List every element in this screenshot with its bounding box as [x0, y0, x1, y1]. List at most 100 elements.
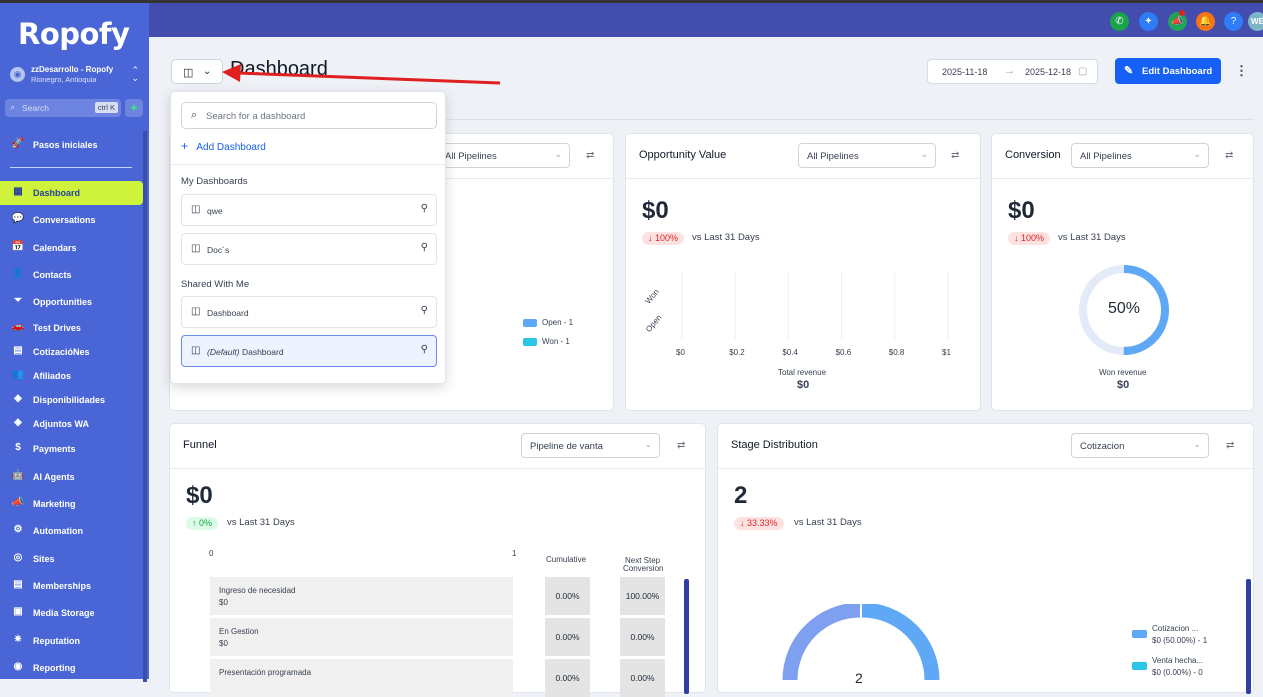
sidebar-item-payments[interactable]: $ Payments [0, 437, 143, 461]
announcement-icon[interactable]: 📣 [1168, 12, 1187, 31]
sidebar-item-label: Automation [33, 526, 83, 536]
star-icon: ✷ [13, 634, 23, 645]
help-icon[interactable]: ? [1224, 12, 1243, 31]
sidebar-search[interactable]: ⌕ Search ctrl K [5, 99, 121, 117]
settings-sliders-icon[interactable]: ⇄ [586, 150, 595, 161]
conversion-card: Conversion All Pipelines ⌄ ⇄ $0 ↓ 100% v… [991, 133, 1254, 411]
sidebar-item-cotizaci-nes[interactable]: ▤ CotizacióNes [0, 340, 143, 364]
sidebar-item-reputation[interactable]: ✷ Reputation [0, 629, 143, 653]
pipeline-select-value: All Pipelines [445, 151, 497, 162]
affiliates-icon: 👥 [11, 369, 25, 380]
sidebar-scrollbar[interactable] [143, 131, 147, 682]
card-title: Funnel [183, 439, 217, 451]
footer-value: $0 [797, 379, 810, 391]
pipeline-select[interactable]: Cotizacion ⌄ [1071, 433, 1209, 458]
dashboard-item-docs[interactable]: ◫ Doc´s ⚲ [181, 233, 437, 265]
sidebar-item-adjuntos-wa[interactable]: ◈ Adjuntos WA [0, 412, 143, 436]
pin-icon[interactable]: ⚲ [420, 203, 428, 214]
dashboard-selector[interactable]: ◫ ⌄ [171, 59, 223, 84]
sidebar-item-label: Contacts [33, 270, 72, 280]
settings-sliders-icon[interactable]: ⇄ [1225, 150, 1234, 161]
footer-label: Won revenue [1099, 368, 1147, 377]
legend-swatch [1132, 630, 1147, 638]
gauge-percent: 50% [1107, 300, 1141, 317]
pin-icon[interactable]: ⚲ [420, 344, 428, 355]
cumulative-cell: 0.00% [545, 659, 590, 697]
dashboard-item-default[interactable]: ◫ (Default) Dashboard ⚲ [181, 335, 437, 367]
sidebar-item-media-storage[interactable]: ▣ Media Storage [0, 601, 143, 625]
sidebar-item-label: Pasos iniciales [33, 140, 98, 150]
main-content: ◫ ⌄ Dashboard 2025-11-18 → 2025-12-18 ▢ … [149, 37, 1263, 697]
sidebar-item-label: Reputation [33, 636, 80, 646]
funnel-scrollbar[interactable] [684, 579, 689, 694]
comparison-label: vs Last 31 Days [1058, 232, 1126, 243]
pipeline-select-value: Pipeline de vanta [530, 441, 603, 452]
pin-icon[interactable]: ⚲ [420, 305, 428, 316]
pipeline-select[interactable]: All Pipelines ⌄ [436, 143, 570, 168]
phone-icon[interactable]: ✆ [1110, 12, 1129, 31]
settings-sliders-icon[interactable]: ⇄ [1226, 440, 1235, 451]
date-range-picker[interactable]: 2025-11-18 → 2025-12-18 ▢ [927, 59, 1098, 84]
sidebar-item-afiliados[interactable]: 👥 Afiliados [0, 364, 143, 388]
x-tick-label: $0 [676, 348, 685, 357]
change-badge: ↓ 100% [642, 232, 685, 245]
car-icon: 🚗 [11, 321, 25, 332]
dashboard-icon: ▦ [13, 186, 23, 197]
sidebar-item-label: Reporting [33, 663, 76, 673]
sidebar-item-memberships[interactable]: ▤ Memberships [0, 574, 143, 598]
dashboard-layout-icon: ◫ [191, 345, 201, 356]
sidebar-item-test-drives[interactable]: 🚗 Test Drives [0, 316, 143, 340]
dashboard-item-shared[interactable]: ◫ Dashboard ⚲ [181, 296, 437, 328]
pipeline-select[interactable]: Pipeline de vanta ⌄ [521, 433, 660, 458]
opportunity-bar-chart [681, 272, 949, 339]
settings-sliders-icon[interactable]: ⇄ [677, 440, 686, 451]
sidebar-item-conversations[interactable]: 💬 Conversations [0, 208, 143, 232]
add-dashboard-button[interactable]: + Add Dashboard [181, 139, 266, 153]
dashboard-search-input[interactable]: ⌕ Search for a dashboard [181, 102, 437, 129]
plus-icon: + [181, 139, 189, 153]
sparkle-icon[interactable]: ✦ [1139, 12, 1158, 31]
pipeline-select[interactable]: All Pipelines ⌄ [1071, 143, 1209, 168]
account-switcher[interactable]: ◉ zzDesarrollo - Ropofy Rionegro, Antioq… [8, 63, 143, 87]
dashboard-layout-icon: ◫ [191, 204, 201, 215]
bell-icon[interactable]: 🔔 [1196, 12, 1215, 31]
dollar-icon: $ [15, 442, 21, 453]
sidebar-item-contacts[interactable]: 👤 Contacts [0, 263, 143, 287]
sidebar-item-ai-agents[interactable]: 🤖 AI Agents [0, 465, 143, 489]
sidebar-item-opportunities[interactable]: ⏷ Opportunities [0, 290, 143, 314]
pipeline-select[interactable]: All Pipelines ⌄ [798, 143, 936, 168]
settings-sliders-icon[interactable]: ⇄ [951, 150, 960, 161]
sidebar-item-calendars[interactable]: 📅 Calendars [0, 236, 143, 260]
sidebar: Ropofy ◉ zzDesarrollo - Ropofy Rionegro,… [0, 0, 149, 682]
sidebar-item-pasos-iniciales[interactable]: 🚀 Pasos iniciales [0, 133, 143, 157]
sidebar-item-automation[interactable]: ⚙ Automation [0, 519, 143, 543]
sidebar-item-label: Media Storage [33, 608, 95, 618]
sidebar-item-reporting[interactable]: ◉ Reporting [0, 656, 143, 680]
change-badge: ↓ 33.33% [734, 517, 784, 530]
sidebar-item-sites[interactable]: ◎ Sites [0, 547, 143, 571]
col-next-step: Next Step [625, 556, 661, 565]
metric-value: $0 [1008, 197, 1035, 224]
donut-center-value: 2 [855, 670, 863, 686]
axis-end: 1 [512, 549, 517, 558]
funnel-row: Ingreso de necesidad $0 [210, 577, 513, 615]
menu-divider [171, 164, 447, 165]
dashboard-layout-icon: ◫ [191, 306, 201, 317]
sidebar-item-marketing[interactable]: 📣 Marketing [0, 492, 143, 516]
logo[interactable]: Ropofy [18, 17, 130, 51]
edit-dashboard-button[interactable]: ✎ Edit Dashboard [1115, 58, 1221, 84]
pin-icon[interactable]: ⚲ [420, 242, 428, 253]
topbar: ✆ ✦ 📣 🔔? WE [149, 0, 1263, 37]
default-tag: (Default) [207, 347, 240, 357]
sidebar-item-disponibilidades[interactable]: ◈ Disponibilidades [0, 388, 143, 412]
dashboard-item-qwe[interactable]: ◫ qwe ⚲ [181, 194, 437, 226]
dashboard-dropdown: ⌕ Search for a dashboard + Add Dashboard… [170, 91, 447, 384]
user-avatar[interactable]: WE [1248, 12, 1263, 31]
quick-add-button[interactable]: ✦ [125, 99, 143, 117]
date-start: 2025-11-18 [942, 67, 988, 77]
donut-slice-cotizacion [861, 604, 940, 681]
sidebar-item-dashboard[interactable]: ▦ Dashboard [0, 181, 143, 205]
stage-scrollbar[interactable] [1246, 579, 1251, 694]
pipeline-select-value: All Pipelines [1080, 151, 1132, 162]
more-options-icon[interactable]: ⋮ [1235, 63, 1248, 78]
